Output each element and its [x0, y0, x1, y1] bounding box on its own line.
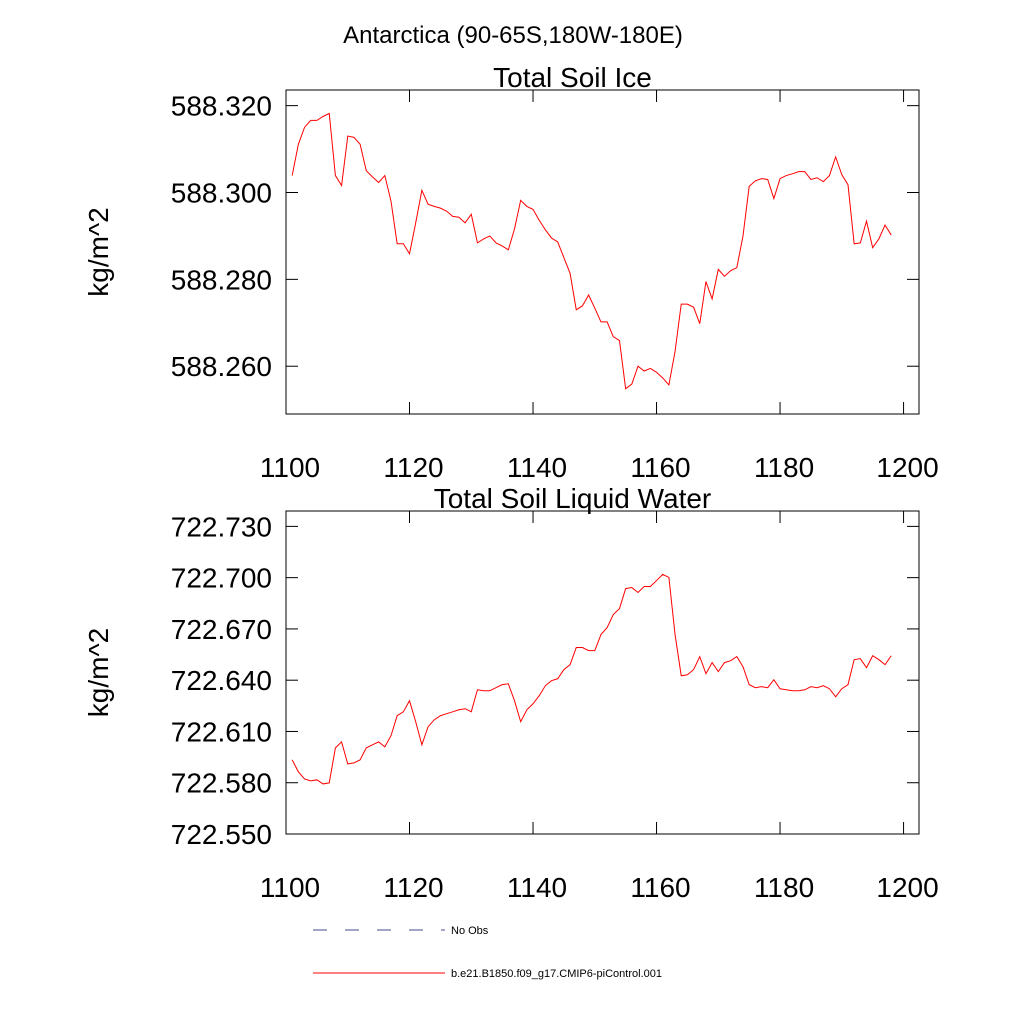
plot-frame [285, 510, 920, 835]
legend-label: No Obs [451, 925, 489, 937]
x-tick-label: 1200 [876, 452, 938, 483]
y-tick-label: 588.260 [171, 351, 272, 382]
x-tick-label: 1100 [260, 872, 320, 903]
x-tick-label: 1180 [754, 872, 814, 903]
data-line [291, 573, 892, 785]
x-tick-label: 1160 [630, 452, 690, 483]
legend-label: b.e21.B1850.f09_g17.CMIP6-piControl.001 [451, 968, 662, 980]
x-tick-label: 1200 [876, 872, 938, 903]
x-tick-label: 1140 [507, 452, 567, 483]
y-tick-label: 588.300 [171, 177, 272, 208]
chart-title: Total Soil Liquid Water [434, 483, 712, 514]
y-tick-label: 588.320 [171, 91, 272, 122]
x-tick-label: 1120 [383, 452, 443, 483]
figure-title: Antarctica (90-65S,180W-180E) [343, 22, 683, 49]
x-tick-label: 1160 [630, 872, 690, 903]
y-tick-label: 722.730 [171, 511, 272, 542]
y-axis-label: kg/m^2 [83, 628, 114, 717]
y-tick-label: 722.610 [171, 716, 272, 747]
x-tick-label: 1100 [260, 452, 320, 483]
x-tick-label: 1180 [754, 452, 814, 483]
y-tick-label: 722.670 [171, 614, 272, 645]
chart-title: Total Soil Ice [493, 62, 652, 93]
y-tick-label: 722.580 [171, 768, 272, 799]
y-axis-label: kg/m^2 [83, 207, 114, 296]
y-tick-label: 588.280 [171, 264, 272, 295]
y-tick-label: 722.700 [171, 563, 272, 594]
x-tick-label: 1120 [383, 872, 443, 903]
y-tick-label: 722.640 [171, 665, 272, 696]
data-line [291, 112, 892, 390]
x-tick-label: 1140 [507, 872, 567, 903]
y-tick-label: 722.550 [171, 819, 272, 850]
plot-frame [285, 89, 920, 415]
